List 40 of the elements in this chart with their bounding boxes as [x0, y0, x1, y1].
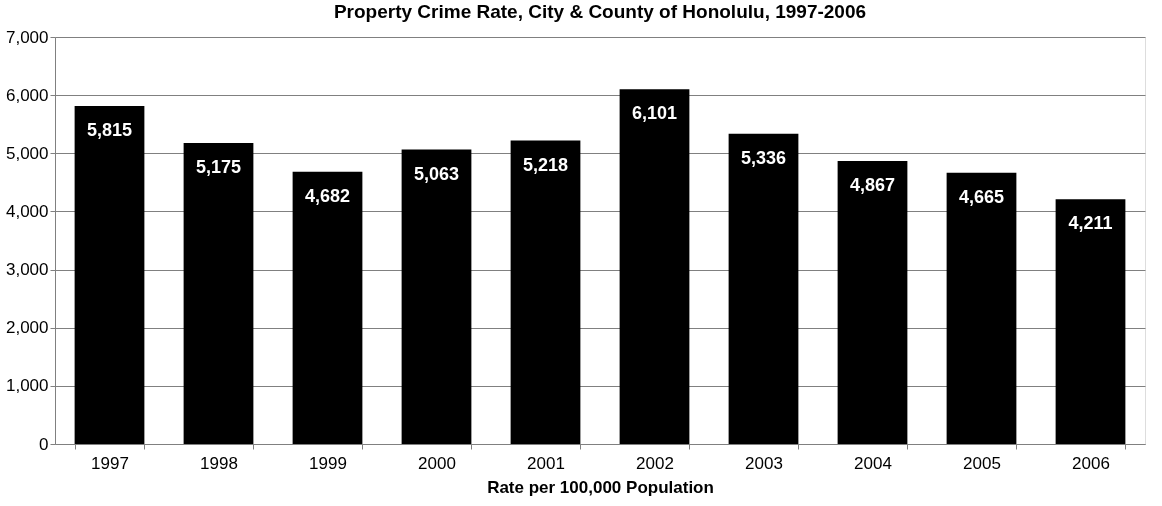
- x-tick-label: 1999: [309, 453, 347, 473]
- bar: [619, 89, 690, 444]
- y-tick-label: 0: [39, 434, 49, 454]
- data-label: 4,211: [1068, 213, 1113, 234]
- x-tick-label: 2006: [1072, 453, 1110, 473]
- bar: [946, 172, 1017, 444]
- y-tick-label: 2,000: [5, 318, 49, 338]
- data-label: 4,665: [958, 186, 1005, 207]
- bar: [728, 133, 799, 444]
- y-tick-label: 3,000: [5, 260, 49, 280]
- y-tick-label: 1,000: [5, 376, 49, 396]
- y-tick-label: 5,000: [5, 143, 49, 163]
- x-tick-label: 1997: [91, 453, 129, 473]
- bar: [510, 140, 581, 444]
- data-label: 6,101: [631, 103, 678, 124]
- x-tick-label: 1998: [200, 453, 238, 473]
- chart-title: Property Crime Rate, City & County of Honolulu, 1997-2006: [333, 1, 867, 22]
- bar: [74, 105, 145, 444]
- y-tick-label: 4,000: [5, 201, 49, 221]
- x-tick-label: 2003: [745, 453, 783, 473]
- data-label: 5,218: [522, 154, 569, 175]
- y-tick-label: 7,000: [5, 27, 49, 47]
- y-tick-label: 6,000: [5, 85, 49, 105]
- data-label: 5,336: [740, 147, 787, 168]
- data-label: 5,815: [86, 119, 133, 140]
- data-label: 4,867: [849, 175, 896, 196]
- bar: [401, 149, 472, 444]
- x-tick-label: 2001: [527, 453, 565, 473]
- bar: [1055, 199, 1126, 444]
- x-axis-title: Rate per 100,000 Population: [487, 477, 714, 497]
- x-tick-label: 2004: [854, 453, 892, 473]
- bar: [837, 161, 908, 444]
- bar: [292, 171, 363, 444]
- data-label: 5,063: [413, 163, 460, 184]
- bar: [183, 143, 254, 444]
- x-tick-label: 2000: [418, 453, 456, 473]
- data-label: 4,682: [304, 185, 351, 206]
- x-tick-label: 2005: [963, 453, 1001, 473]
- data-label: 5,175: [195, 157, 242, 178]
- x-tick-label: 2002: [636, 453, 674, 473]
